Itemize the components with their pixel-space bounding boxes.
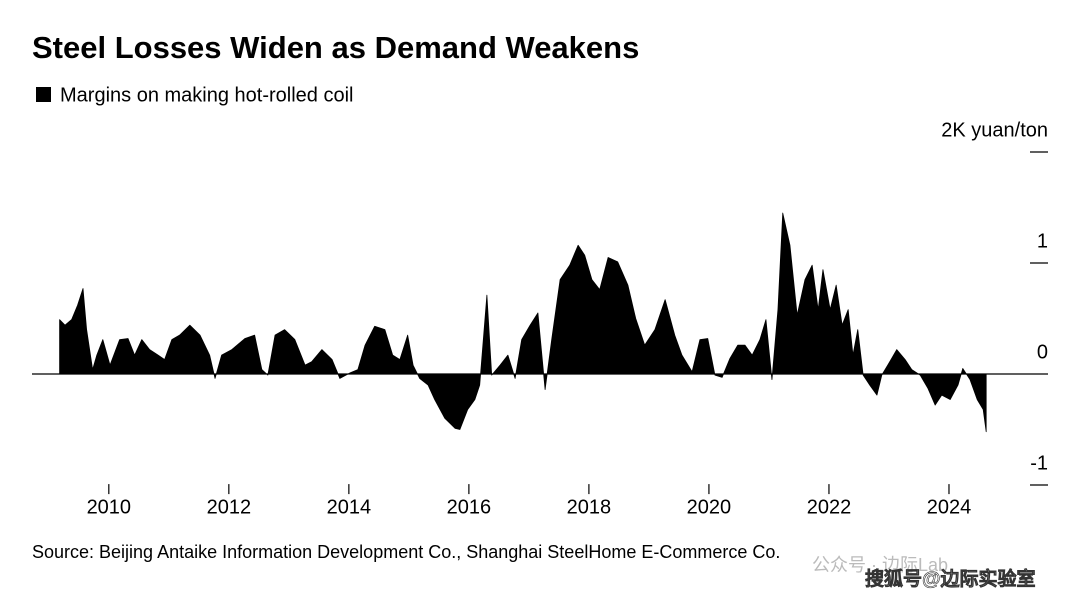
- watermark: 公众号 · 边际Lab: [812, 555, 948, 575]
- legend-swatch: [36, 87, 51, 102]
- x-tick-label: 2014: [327, 496, 372, 518]
- source-note: Source: Beijing Antaike Information Deve…: [32, 542, 780, 562]
- y-tick-label: 2K yuan/ton: [941, 119, 1048, 141]
- x-tick-label: 2024: [927, 496, 972, 518]
- x-tick-label: 2016: [447, 496, 492, 518]
- x-tick-label: 2020: [687, 496, 732, 518]
- chart-title: Steel Losses Widen as Demand Weakens: [32, 30, 639, 65]
- x-tick-label: 2012: [207, 496, 252, 518]
- legend-label: Margins on making hot-rolled coil: [60, 84, 353, 106]
- y-tick-label: 1: [1037, 230, 1048, 252]
- y-tick-label: -1: [1030, 452, 1048, 474]
- watermark: 搜狐号@边际实验室: [865, 567, 1036, 590]
- x-tick-label: 2022: [807, 496, 852, 518]
- y-tick-label: 0: [1037, 341, 1048, 363]
- x-tick-label: 2010: [87, 496, 132, 518]
- area: [59, 212, 987, 433]
- x-tick-label: 2018: [567, 496, 612, 518]
